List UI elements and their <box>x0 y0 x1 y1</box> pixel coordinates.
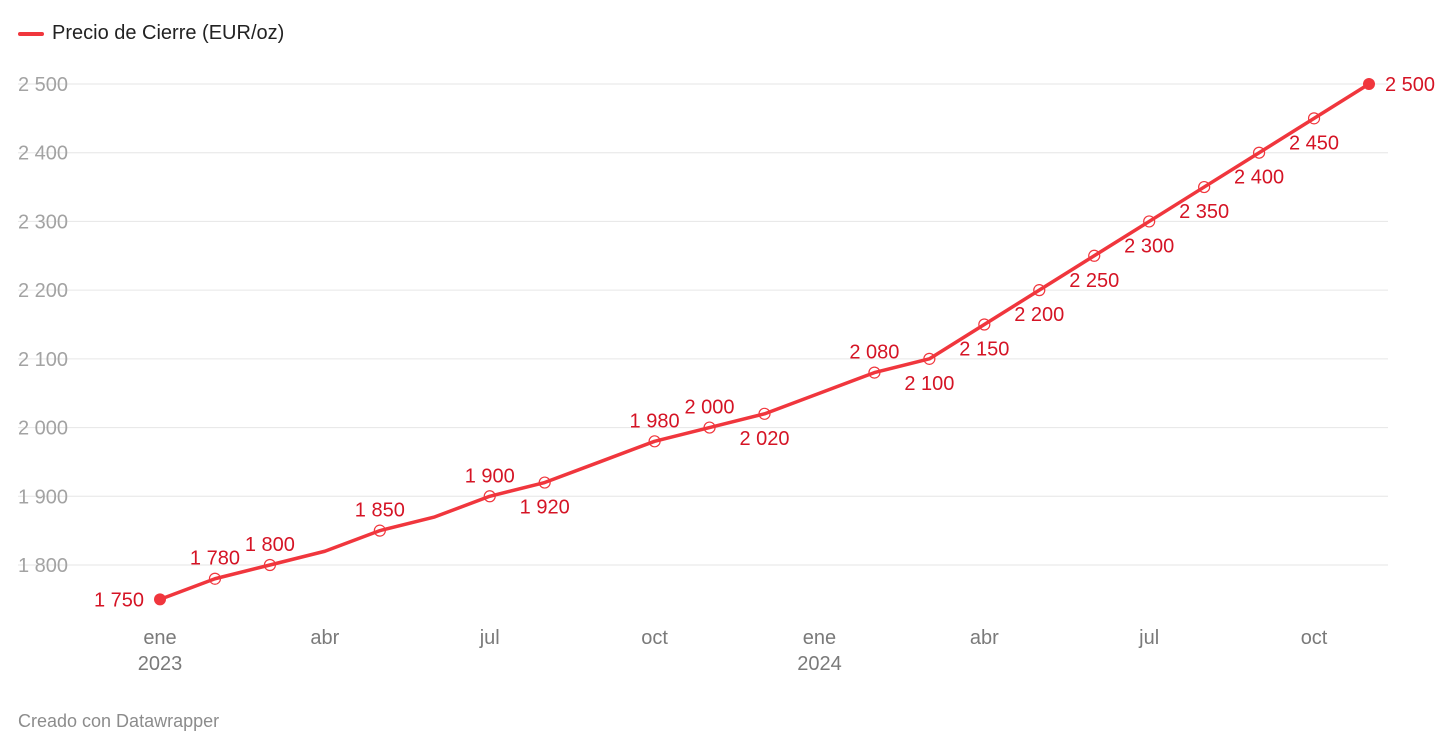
series-line <box>158 82 1371 602</box>
legend: Precio de Cierre (EUR/oz) <box>18 22 284 45</box>
data-point-marker <box>758 407 771 420</box>
x-tick-label: oct <box>641 627 668 649</box>
data-point-marker <box>538 476 551 489</box>
y-tick-label: 1 800 <box>18 555 68 577</box>
x-tick-label: abr <box>970 627 999 649</box>
x-tick-label: jul <box>1138 627 1159 649</box>
y-tick-label: 2 500 <box>18 74 68 96</box>
grid-lines <box>18 83 1388 566</box>
y-tick-label: 2 100 <box>18 349 68 371</box>
x-axis: ene 2023 abr jul oct ene 2024 abr jul oct <box>138 627 1328 675</box>
data-label: 2 350 <box>1179 201 1229 223</box>
data-label: 1 850 <box>355 500 405 522</box>
series-layer <box>154 78 1375 606</box>
data-point-marker <box>648 435 661 448</box>
data-point-marker <box>263 558 277 572</box>
data-label: 2 300 <box>1124 235 1174 257</box>
endpoint-marker <box>154 593 166 606</box>
data-point-marker <box>923 352 936 365</box>
data-label: 2 020 <box>739 428 789 450</box>
data-label: 2 100 <box>904 373 954 395</box>
x-tick-label: ene <box>803 627 836 649</box>
x-tick-year: 2024 <box>797 653 842 675</box>
y-tick-label: 2 000 <box>18 418 68 440</box>
data-point-marker <box>208 572 222 585</box>
y-tick-label: 2 400 <box>18 143 68 165</box>
data-label: 2 250 <box>1069 270 1119 292</box>
y-tick-label: 1 900 <box>18 486 68 508</box>
data-label: 2 150 <box>959 339 1009 361</box>
legend-label: Precio de Cierre (EUR/oz) <box>52 22 285 44</box>
data-label: 2 400 <box>1234 167 1284 189</box>
y-tick-label: 2 200 <box>18 280 68 302</box>
data-point-marker <box>1033 284 1046 297</box>
data-label: 2 450 <box>1289 132 1339 154</box>
data-label: 1 750 <box>94 589 144 611</box>
data-label: 1 920 <box>520 497 570 519</box>
data-point-marker <box>1252 146 1266 159</box>
data-point-marker <box>868 366 881 379</box>
y-axis: 1 800 1 900 2 000 2 100 2 200 2 300 2 400 2 500 <box>18 74 68 577</box>
endpoint-marker <box>1363 78 1375 90</box>
data-point-marker <box>703 421 716 434</box>
data-point-marker <box>1088 249 1101 262</box>
data-label: 2 080 <box>849 342 899 364</box>
data-point-marker <box>1143 215 1156 228</box>
x-tick-label: jul <box>479 627 500 649</box>
x-tick-label: ene <box>143 627 176 649</box>
data-label: 1 780 <box>190 548 240 570</box>
data-label: 1 800 <box>245 534 295 556</box>
y-tick-label: 2 300 <box>18 211 68 233</box>
x-tick-label: abr <box>310 627 339 649</box>
data-label: 1 980 <box>630 410 680 432</box>
x-tick-label: oct <box>1301 627 1328 649</box>
legend-swatch <box>18 31 44 36</box>
data-point-marker <box>1307 112 1321 125</box>
data-label: 2 200 <box>1014 304 1064 326</box>
data-point-marker <box>483 490 496 503</box>
footer-credit: Creado con Datawrapper <box>18 711 220 731</box>
data-label: 1 900 <box>465 465 515 487</box>
data-point-marker <box>1198 180 1211 194</box>
data-point-marker <box>373 524 386 537</box>
data-point-marker <box>978 318 991 331</box>
data-label: 2 000 <box>685 397 735 419</box>
data-label: 2 500 <box>1385 74 1435 96</box>
x-tick-year: 2023 <box>138 653 183 675</box>
